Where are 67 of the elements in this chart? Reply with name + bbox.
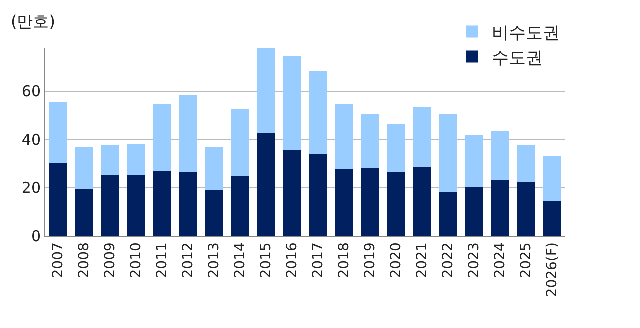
x-tick-label: 2012	[180, 242, 197, 278]
x-tick-label: 2010	[128, 242, 145, 278]
bar	[257, 48, 275, 134]
x-tick-label: 2007	[50, 242, 67, 278]
x-tick-label: 2025	[518, 242, 535, 278]
bar	[309, 154, 327, 236]
bar	[387, 172, 405, 236]
x-tick-label: 2026(F)	[544, 242, 561, 298]
bar	[153, 104, 171, 171]
bar	[439, 114, 457, 192]
bar	[283, 150, 301, 236]
y-tick-label: 0	[31, 227, 41, 246]
bar	[491, 132, 509, 180]
x-tick-label: 2020	[388, 242, 405, 278]
bar	[127, 176, 145, 236]
bar	[257, 133, 275, 236]
bar	[231, 176, 249, 236]
x-tick-label: 2018	[336, 242, 353, 278]
bar	[309, 72, 327, 154]
bar	[543, 201, 561, 236]
x-tick-label: 2017	[310, 242, 327, 278]
legend-label: 비수도권	[492, 23, 560, 44]
bar	[101, 174, 119, 236]
bar	[283, 56, 301, 150]
bar	[517, 182, 535, 236]
bar	[75, 189, 93, 236]
x-tick-label: 2022	[440, 242, 457, 278]
x-tick-label: 2023	[466, 242, 483, 278]
x-tick-label: 2009	[102, 242, 119, 278]
x-tick-label: 2016	[284, 242, 301, 278]
bar	[335, 168, 353, 236]
bar	[387, 124, 405, 172]
bar	[361, 114, 379, 168]
y-tick-label: 60	[22, 82, 41, 101]
x-tick-label: 2019	[362, 242, 379, 278]
bar	[127, 144, 145, 176]
bar	[49, 163, 67, 236]
bar	[465, 187, 483, 236]
bar	[491, 180, 509, 236]
bar	[465, 134, 483, 188]
bar	[75, 146, 93, 190]
bar	[153, 170, 171, 236]
bar	[413, 107, 431, 168]
x-tick-label: 2014	[232, 242, 249, 278]
x-tick-label: 2024	[492, 242, 509, 278]
bar	[543, 156, 561, 202]
bar	[335, 104, 353, 169]
x-tick-label: 2011	[154, 242, 171, 278]
x-tick-label: 2008	[76, 242, 93, 278]
legend-label: 수도권	[492, 48, 543, 68]
x-tick-label: 2021	[414, 242, 431, 278]
bar	[517, 145, 535, 182]
x-tick-label: 2015	[258, 242, 275, 278]
bar	[439, 192, 457, 236]
y-tick-label: 40	[22, 130, 41, 149]
bar	[361, 168, 379, 236]
bar	[49, 102, 67, 164]
bar	[205, 190, 223, 236]
x-tick-label: 2013	[206, 242, 223, 278]
bar	[179, 94, 197, 172]
bar	[101, 145, 119, 175]
bar	[413, 167, 431, 236]
bar	[179, 172, 197, 236]
y-tick-label: 20	[22, 179, 41, 198]
bar	[205, 148, 223, 190]
y-axis-title: (만호)	[11, 12, 56, 31]
bar	[231, 109, 249, 176]
